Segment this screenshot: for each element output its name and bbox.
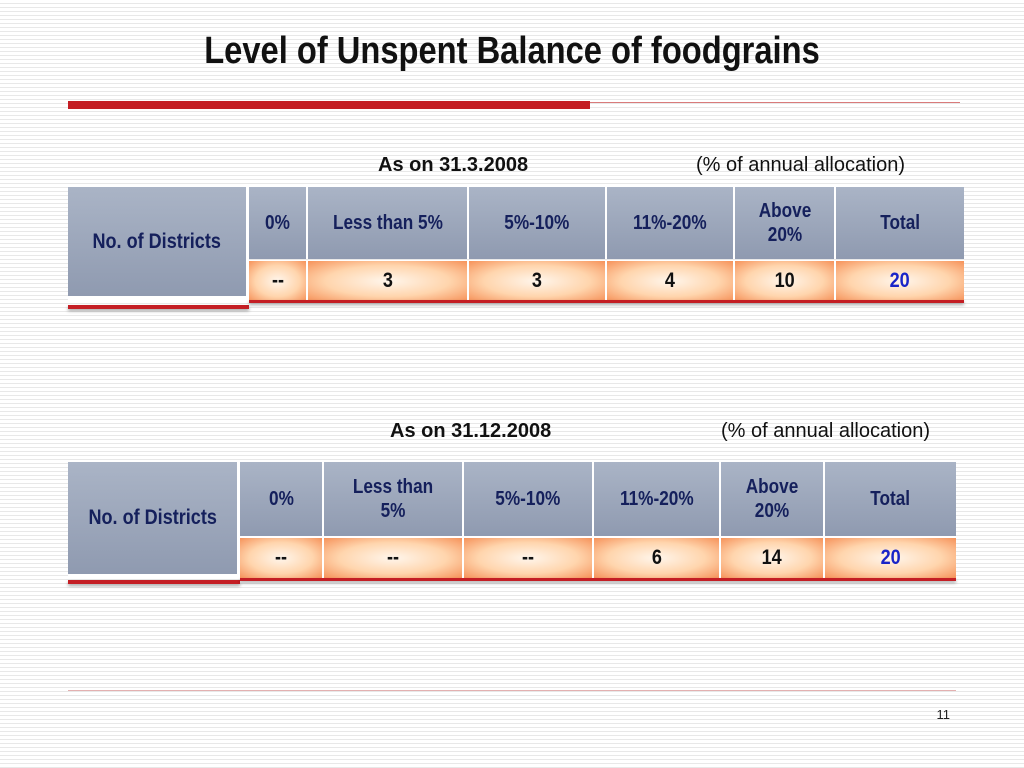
table-1-value-1: 3	[308, 261, 469, 301]
table-1-date-caption: As on 31.3.2008	[378, 154, 529, 176]
table-1-value-0: --	[249, 261, 308, 301]
table-1-unit-caption: (% of annual allocation)	[696, 154, 906, 176]
table-2-header-0: 0%	[240, 462, 324, 536]
table-2: No. of Districts 0% Less than 5% 5%-10% …	[68, 462, 956, 584]
table-2-accent-line-values	[240, 578, 956, 581]
table-2-header-2: 5%-10%	[464, 462, 594, 536]
table-2-accent-line	[68, 580, 240, 584]
title-thin-rule	[590, 102, 960, 103]
title-red-rule	[68, 101, 590, 109]
table-1-header-3: 11%-20%	[607, 187, 735, 259]
table-2-date-caption: As on 31.12.2008	[390, 420, 552, 442]
table-1-header-0: 0%	[249, 187, 308, 259]
table-1-value-5: 20	[836, 261, 964, 301]
table-1-accent-line-values	[249, 300, 964, 303]
table-2-value-4: 14	[721, 538, 825, 578]
table-2-value-5: 20	[825, 538, 956, 578]
page-number: 11	[936, 707, 951, 722]
table-2-header-3: 11%-20%	[594, 462, 721, 536]
table-2-unit-caption: (% of annual allocation)	[721, 420, 931, 442]
table-2-value-3: 6	[594, 538, 721, 578]
table-2-row-label: No. of Districts	[68, 462, 240, 578]
table-1-header-2: 5%-10%	[469, 187, 607, 259]
table-2-header-4: Above 20%	[721, 462, 825, 536]
table-1-row-label: No. of Districts	[68, 187, 249, 300]
table-1-value-2: 3	[469, 261, 607, 301]
table-1-header-4: Above 20%	[735, 187, 836, 259]
table-2-header-5: Total	[825, 462, 956, 536]
slide-title: Level of Unspent Balance of foodgrains	[204, 30, 820, 72]
table-1-header-1: Less than 5%	[308, 187, 469, 259]
table-1-value-3: 4	[607, 261, 735, 301]
footer-rule	[68, 690, 956, 691]
table-2-value-2: --	[464, 538, 594, 578]
table-1-accent-line	[68, 305, 249, 309]
table-2-header-1: Less than 5%	[324, 462, 464, 536]
table-1-header-5: Total	[836, 187, 964, 259]
table-1: No. of Districts 0% Less than 5% 5%-10% …	[68, 187, 964, 309]
table-1-value-4: 10	[735, 261, 836, 301]
table-2-value-0: --	[240, 538, 324, 578]
table-2-value-1: --	[324, 538, 464, 578]
